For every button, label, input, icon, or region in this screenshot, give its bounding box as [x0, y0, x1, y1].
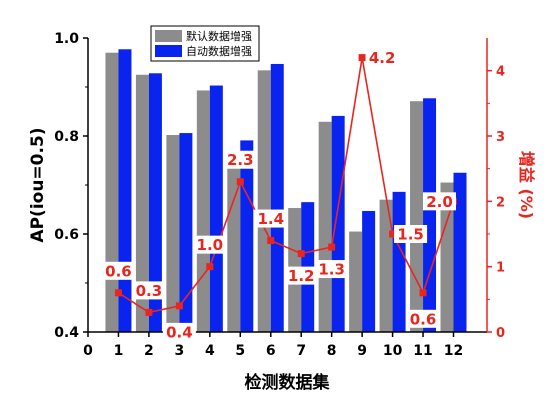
bar-default-3 — [166, 135, 180, 332]
x-tick-label: 7 — [296, 343, 306, 359]
x-tick-label: 4 — [205, 343, 215, 359]
bar-auto-8 — [331, 115, 345, 332]
gain-label: 2.0 — [426, 193, 453, 211]
gain-label: 4.2 — [369, 49, 396, 67]
gain-label-bg — [223, 150, 257, 169]
gain-label: 1.2 — [288, 267, 315, 285]
gain-label-bg — [132, 281, 166, 300]
bar-auto-2 — [148, 73, 162, 332]
bar-auto-6 — [270, 63, 284, 332]
x-tick-label: 3 — [174, 343, 184, 359]
bar-auto-4 — [209, 85, 223, 332]
gain-point-9 — [358, 54, 366, 62]
gain-label: 1.0 — [197, 236, 224, 254]
x-tick-label: 9 — [357, 343, 367, 359]
y2-tick-label: 1 — [496, 261, 505, 276]
gain-label-bg — [254, 209, 288, 228]
gain-point-3 — [175, 302, 183, 310]
bar-default-5 — [227, 151, 241, 332]
gain-point-10 — [389, 230, 397, 238]
y-axis-title: AP(iou=0.5) — [28, 127, 48, 242]
bar-default-8 — [318, 121, 332, 332]
bar-default-2 — [135, 74, 149, 332]
legend-label-default: 默认数据增强 — [186, 29, 252, 43]
bar-default-11 — [410, 101, 424, 333]
gain-point-2 — [145, 308, 153, 316]
bar-auto-11 — [423, 98, 437, 333]
gain-label: 2.3 — [227, 151, 254, 169]
y2-axis-title: 增益 (%) — [517, 151, 536, 219]
x-tick-label: 1 — [114, 343, 124, 359]
bar-default-12 — [440, 182, 454, 332]
gain-label-bg — [422, 192, 456, 211]
gain-label-bg — [394, 225, 428, 243]
gain-label-bg — [406, 309, 440, 328]
x-axis-title: 检测数据集 — [245, 372, 331, 393]
gain-line — [118, 57, 455, 314]
gain-label: 1.4 — [257, 210, 284, 228]
bar-default-4 — [196, 90, 210, 333]
y-tick-label: 1.0 — [54, 31, 79, 47]
legend-swatch-default — [155, 30, 182, 42]
bar-auto-1 — [118, 49, 132, 333]
bar-default-9 — [349, 231, 363, 332]
gain-point-11 — [419, 289, 427, 297]
y2-tick-label: 0 — [496, 326, 505, 341]
gain-point-1 — [114, 289, 122, 297]
bar-auto-10 — [392, 191, 406, 332]
bar-auto-12 — [453, 172, 467, 332]
legend-label-auto: 自动数据增强 — [186, 44, 252, 58]
x-tick-label: 12 — [444, 343, 463, 359]
bar-auto-9 — [362, 210, 376, 332]
bar-auto-3 — [179, 133, 193, 332]
x-tick-label: 0 — [83, 343, 93, 359]
gain-point-8 — [328, 243, 336, 251]
gain-point-5 — [236, 178, 244, 186]
gain-label: 0.3 — [136, 282, 163, 300]
gain-label: 0.4 — [166, 323, 193, 341]
x-tick-label: 10 — [383, 343, 403, 359]
gain-label: 1.5 — [397, 226, 424, 244]
x-tick-label: 5 — [235, 343, 245, 359]
y2-tick-label: 4 — [496, 65, 505, 80]
gain-point-4 — [206, 263, 214, 271]
gain-label-bg — [101, 261, 135, 280]
gain-label: 1.3 — [318, 261, 345, 279]
x-tick-label: 8 — [327, 343, 337, 359]
x-tick-label: 2 — [144, 343, 154, 359]
gain-label: 0.6 — [410, 310, 437, 328]
y2-tick-label: 2 — [496, 195, 505, 210]
x-tick-label: 11 — [413, 343, 432, 359]
gain-label-bg — [365, 48, 399, 67]
y-tick-label: 0.6 — [54, 227, 79, 243]
gain-label-bg — [162, 322, 196, 341]
y2-tick-label: 3 — [496, 130, 505, 145]
legend-swatch-auto — [155, 45, 182, 57]
gain-label-bg — [284, 266, 318, 285]
bar-default-6 — [257, 70, 271, 332]
x-tick-label: 6 — [266, 343, 276, 359]
gain-label-bg — [315, 260, 349, 279]
y-tick-label: 0.4 — [54, 325, 79, 341]
gain-point-7 — [297, 250, 305, 258]
gain-label-bg — [193, 235, 227, 254]
gain-point-6 — [267, 237, 275, 245]
y-tick-label: 0.8 — [54, 129, 79, 145]
gain-label: 0.6 — [105, 262, 132, 280]
